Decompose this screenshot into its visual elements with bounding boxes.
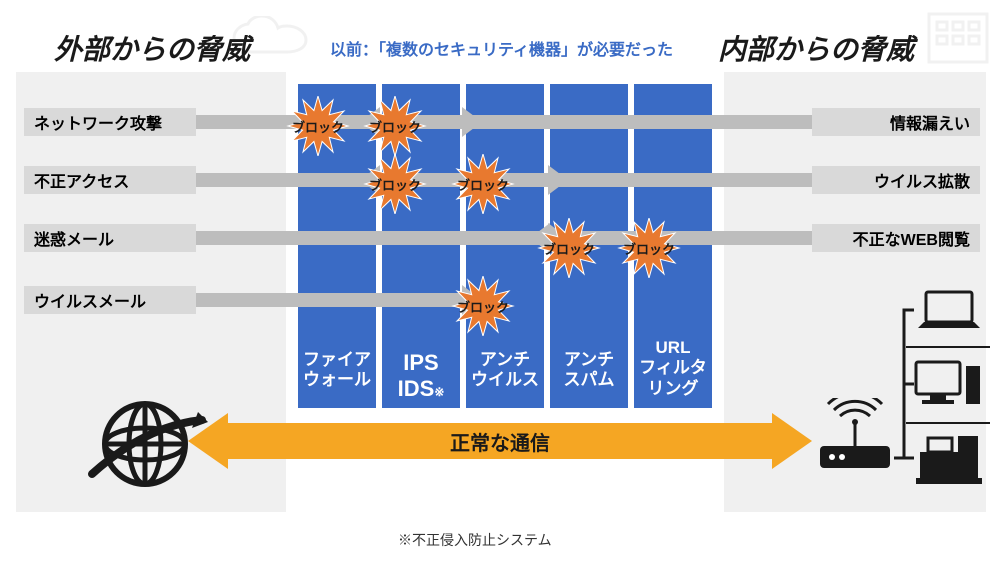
threat-arrow-stem — [380, 115, 816, 129]
block-burst-4: ブロック — [534, 218, 604, 278]
heading-internal: 内部からの脅威 — [718, 28, 914, 68]
pillar-label-1: IPSIDS※ — [382, 350, 460, 403]
diagram-stage: 外部からの脅威 内部からの脅威 以前：「複数のセキュリティ機器」が必要だった フ… — [0, 0, 1000, 563]
block-burst-6: ブロック — [448, 276, 518, 336]
threat-arrow-stem — [192, 231, 548, 245]
threat-arrow-stem — [380, 173, 816, 187]
footnote: ※不正侵入防止システム — [398, 530, 552, 550]
device-divider-1 — [906, 346, 990, 348]
pillar-label-4: URLフィルタリング — [634, 338, 712, 399]
threat-left-1: 不正アクセス — [24, 166, 196, 194]
pillar-label-0: ファイアウォール — [298, 350, 376, 391]
normal-traffic-arrow: 正常な通信 — [188, 413, 812, 469]
pillar-label-3: アンチスパム — [550, 350, 628, 391]
globe-icon — [80, 386, 210, 506]
device-divider-2 — [906, 422, 990, 424]
block-burst-3: ブロック — [448, 154, 518, 214]
pillar-label-2: アンチウイルス — [466, 350, 544, 391]
laptop-icon — [914, 288, 984, 336]
threat-left-2: 迷惑メール — [24, 224, 196, 252]
threat-right-0: 情報漏えい — [812, 108, 980, 136]
building-bg-icon — [925, 10, 991, 66]
threat-arrow-stem — [192, 293, 462, 307]
threat-left-0: ネットワーク攻撃 — [24, 108, 196, 136]
block-burst-2: ブロック — [360, 154, 430, 214]
block-burst-5: ブロック — [614, 218, 684, 278]
subtitle: 以前：「複数のセキュリティ機器」が必要だった — [330, 36, 673, 60]
printer-icon — [914, 434, 984, 486]
router-icon — [812, 398, 898, 478]
heading-external: 外部からの脅威 — [54, 28, 250, 68]
threat-right-1: ウイルス拡散 — [812, 166, 980, 194]
block-burst-0: ブロック — [283, 96, 353, 156]
threat-right-2: 不正なWEB閲覧 — [812, 224, 980, 252]
normal-traffic-label: 正常な通信 — [228, 423, 772, 459]
threat-left-3: ウイルスメール — [24, 286, 196, 314]
block-burst-1: ブロック — [360, 96, 430, 156]
desktop-icon — [912, 358, 986, 412]
device-connector — [892, 300, 914, 480]
